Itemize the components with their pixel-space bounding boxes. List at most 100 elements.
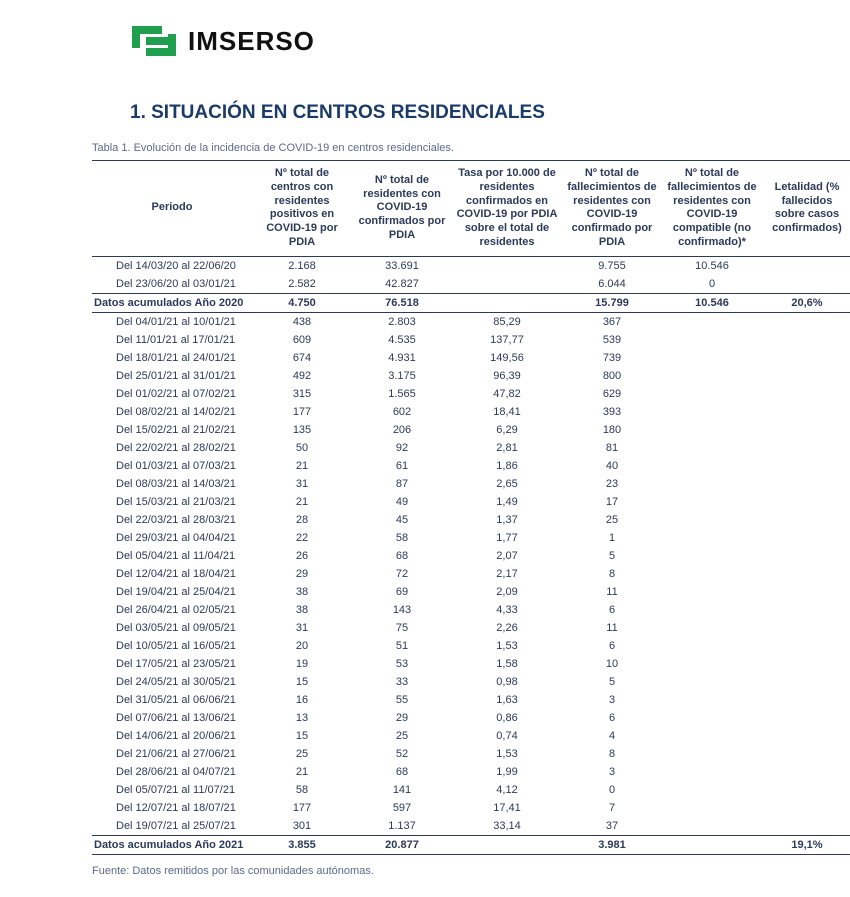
table-cell: 2,09 bbox=[452, 583, 562, 601]
table-row: Del 11/01/21 al 17/01/216094.535137,7753… bbox=[92, 331, 850, 349]
table-cell bbox=[662, 799, 762, 817]
table-cell bbox=[452, 256, 562, 275]
table-cell: 69 bbox=[352, 583, 452, 601]
incidence-table: PeriodoNº total de centros con residente… bbox=[92, 160, 850, 855]
table-cell bbox=[762, 475, 850, 493]
table-caption: Tabla 1. Evolución de la incidencia de C… bbox=[92, 142, 810, 154]
table-cell: 15.799 bbox=[562, 293, 662, 312]
table-cell bbox=[662, 421, 762, 439]
table-cell: 438 bbox=[252, 312, 352, 331]
table-cell: 96,39 bbox=[452, 367, 562, 385]
table-cell: 20,6% bbox=[762, 293, 850, 312]
table-cell: 20 bbox=[252, 637, 352, 655]
table-cell bbox=[662, 583, 762, 601]
table-cell: 2,26 bbox=[452, 619, 562, 637]
table-cell bbox=[662, 547, 762, 565]
table-cell bbox=[762, 727, 850, 745]
table-cell: 4.750 bbox=[252, 293, 352, 312]
table-cell: 8 bbox=[562, 565, 662, 583]
table-cell: 26 bbox=[252, 547, 352, 565]
table-cell: 135 bbox=[252, 421, 352, 439]
table-cell bbox=[762, 691, 850, 709]
table-row: Del 25/01/21 al 31/01/214923.17596,39800 bbox=[92, 367, 850, 385]
table-cell bbox=[662, 331, 762, 349]
table-cell bbox=[762, 457, 850, 475]
table-cell bbox=[762, 583, 850, 601]
table-row: Del 08/03/21 al 14/03/2131872,6523 bbox=[92, 475, 850, 493]
table-cell: Del 22/03/21 al 28/03/21 bbox=[92, 511, 252, 529]
table-cell: 53 bbox=[352, 655, 452, 673]
table-cell: Del 24/05/21 al 30/05/21 bbox=[92, 673, 252, 691]
table-cell bbox=[762, 637, 850, 655]
table-cell: Del 12/04/21 al 18/04/21 bbox=[92, 565, 252, 583]
table-cell: 1,99 bbox=[452, 763, 562, 781]
table-row: Datos acumulados Año 20213.85520.8773.98… bbox=[92, 835, 850, 854]
table-row: Del 22/02/21 al 28/02/2150922,8181 bbox=[92, 439, 850, 457]
table-cell: 5 bbox=[562, 547, 662, 565]
column-header: Nº total de centros con residentes posit… bbox=[252, 161, 352, 257]
table-cell: Datos acumulados Año 2021 bbox=[92, 835, 252, 854]
table-cell: 11 bbox=[562, 583, 662, 601]
table-cell: 800 bbox=[562, 367, 662, 385]
table-cell: 0,86 bbox=[452, 709, 562, 727]
table-cell: 141 bbox=[352, 781, 452, 799]
table-cell: 149,56 bbox=[452, 349, 562, 367]
table-cell bbox=[662, 493, 762, 511]
table-cell bbox=[762, 511, 850, 529]
table-cell: Del 26/04/21 al 02/05/21 bbox=[92, 601, 252, 619]
table-cell: 1.137 bbox=[352, 817, 452, 836]
table-cell: 58 bbox=[352, 529, 452, 547]
table-row: Del 24/05/21 al 30/05/2115330,985 bbox=[92, 673, 850, 691]
table-cell: 2,07 bbox=[452, 547, 562, 565]
table-cell: 21 bbox=[252, 457, 352, 475]
table-cell: 0 bbox=[662, 275, 762, 294]
table-cell bbox=[762, 817, 850, 836]
table-cell: Del 21/06/21 al 27/06/21 bbox=[92, 745, 252, 763]
table-cell: Del 17/05/21 al 23/05/21 bbox=[92, 655, 252, 673]
table-cell: Del 11/01/21 al 17/01/21 bbox=[92, 331, 252, 349]
table-cell bbox=[452, 835, 562, 854]
table-cell: 143 bbox=[352, 601, 452, 619]
table-cell: 85,29 bbox=[452, 312, 562, 331]
table-cell bbox=[662, 439, 762, 457]
table-cell: 739 bbox=[562, 349, 662, 367]
table-cell: 180 bbox=[562, 421, 662, 439]
table-cell: 6 bbox=[562, 637, 662, 655]
table-cell bbox=[452, 275, 562, 294]
table-cell: 1,63 bbox=[452, 691, 562, 709]
table-cell: 2,81 bbox=[452, 439, 562, 457]
table-cell: 21 bbox=[252, 763, 352, 781]
table-cell: 10.546 bbox=[662, 293, 762, 312]
table-cell: Del 12/07/21 al 18/07/21 bbox=[92, 799, 252, 817]
table-cell: 17,41 bbox=[452, 799, 562, 817]
table-cell: Del 08/03/21 al 14/03/21 bbox=[92, 475, 252, 493]
table-cell: 2.168 bbox=[252, 256, 352, 275]
table-cell bbox=[762, 799, 850, 817]
table-cell: 492 bbox=[252, 367, 352, 385]
table-cell bbox=[662, 601, 762, 619]
table-cell: 50 bbox=[252, 439, 352, 457]
table-row: Del 05/07/21 al 11/07/21581414,120 bbox=[92, 781, 850, 799]
table-cell: 315 bbox=[252, 385, 352, 403]
table-cell bbox=[762, 655, 850, 673]
table-cell: 301 bbox=[252, 817, 352, 836]
table-cell: Del 19/04/21 al 25/04/21 bbox=[92, 583, 252, 601]
column-header: Letalidad (% fallecidos sobre casos conf… bbox=[762, 161, 850, 257]
table-cell bbox=[662, 637, 762, 655]
table-cell: 1,49 bbox=[452, 493, 562, 511]
table-cell: 3 bbox=[562, 691, 662, 709]
table-cell bbox=[662, 403, 762, 421]
table-cell bbox=[662, 529, 762, 547]
table-row: Del 19/07/21 al 25/07/213011.13733,1437 bbox=[92, 817, 850, 836]
table-cell: Del 23/06/20 al 03/01/21 bbox=[92, 275, 252, 294]
table-cell bbox=[662, 655, 762, 673]
table-cell: 25 bbox=[352, 727, 452, 745]
table-cell bbox=[662, 385, 762, 403]
table-cell bbox=[662, 312, 762, 331]
table-cell: 629 bbox=[562, 385, 662, 403]
table-cell: 61 bbox=[352, 457, 452, 475]
table-cell: Del 22/02/21 al 28/02/21 bbox=[92, 439, 252, 457]
table-cell: 75 bbox=[352, 619, 452, 637]
table-cell bbox=[762, 601, 850, 619]
table-cell: Del 29/03/21 al 04/04/21 bbox=[92, 529, 252, 547]
